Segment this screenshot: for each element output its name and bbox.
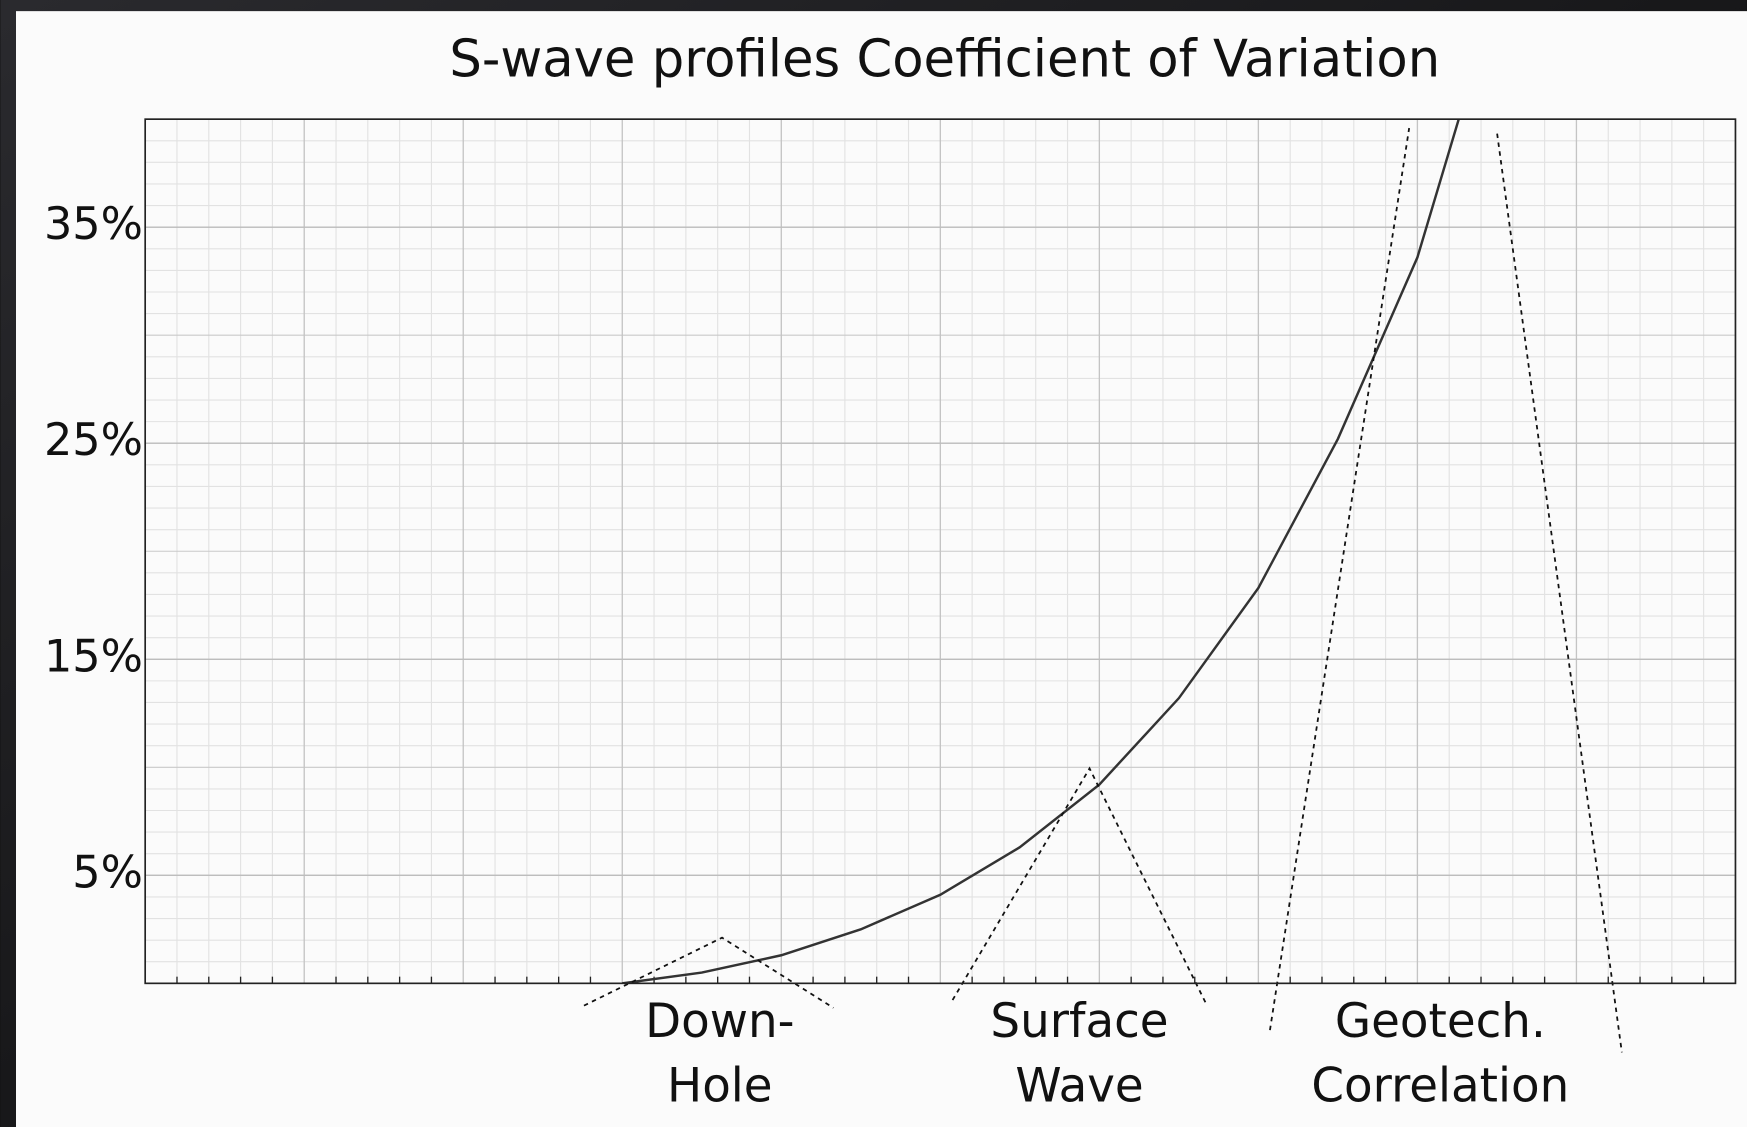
y-tick-label: 15% xyxy=(44,630,143,682)
surface-wave-range xyxy=(951,766,1208,1005)
y-tick-label: 5% xyxy=(72,846,143,898)
geotech-right xyxy=(1496,133,1623,1053)
annotation-label: Down- xyxy=(645,995,794,1049)
chart-title: S-wave profiles Coefficient of Variation xyxy=(449,29,1440,89)
annotation-label: Wave xyxy=(1015,1060,1143,1114)
grid xyxy=(144,119,1737,984)
y-tick-label: 35% xyxy=(44,198,143,250)
annotation-label: Correlation xyxy=(1311,1060,1569,1114)
y-tick-label: 25% xyxy=(44,414,143,466)
annotations: Down- Hole Surface Wave Geotech. Correlation xyxy=(645,995,1569,1114)
annotation-shapes xyxy=(583,127,1623,1053)
annotation-label: Hole xyxy=(667,1060,773,1114)
annotation-label: Surface xyxy=(990,995,1168,1049)
marks xyxy=(622,119,1460,984)
down-hole-range xyxy=(583,936,834,1009)
annotation-label: Geotech. xyxy=(1335,995,1546,1049)
line xyxy=(622,119,1460,984)
plot-frame xyxy=(144,118,1737,985)
panel xyxy=(16,11,1747,1127)
geotech-left xyxy=(1269,127,1411,1031)
